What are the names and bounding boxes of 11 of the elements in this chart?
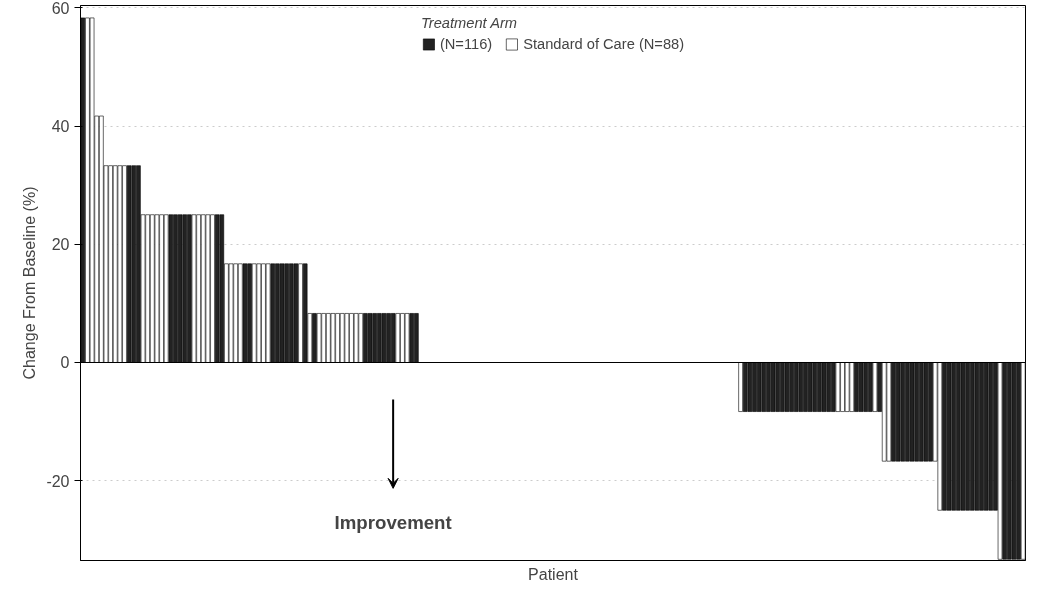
legend-label: Standard of Care (N=88) — [523, 36, 685, 52]
legend-title: Treatment Arm — [420, 15, 518, 31]
y-tick-label: -20 — [46, 472, 70, 490]
y-tick-label: 40 — [51, 118, 70, 136]
y-tick-label: 60 — [51, 0, 70, 17]
y-axis-title: Change From Baseline (%) — [21, 186, 39, 380]
x-axis-title: Patient — [528, 565, 579, 583]
y-tick-label: 0 — [60, 354, 70, 372]
y-tick-label: 20 — [51, 236, 70, 254]
legend-label: (N=116) — [439, 36, 493, 52]
annotation: Improvement — [334, 511, 452, 533]
